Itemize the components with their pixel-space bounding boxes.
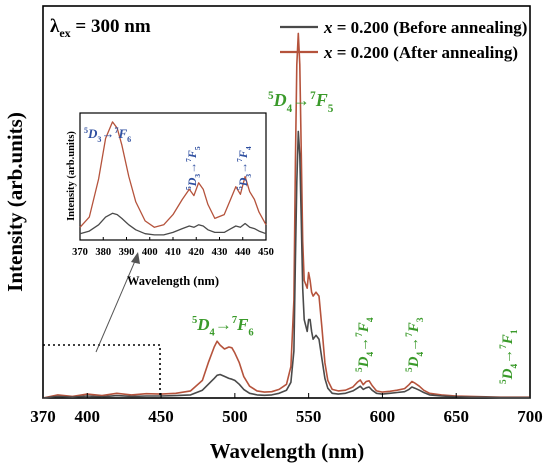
excitation-value: = 300 nm (71, 16, 151, 37)
inset-chart: 370 380 390 400 410 420 430 440 450 5D3→7F65D3→7… (66, 112, 274, 288)
legend-label-before: x = 0.200 (Before annealing) (323, 18, 527, 37)
inset-x-tick-label: 430 (212, 247, 228, 258)
transition-label-5d4-7f3: 5D4→7F3 (405, 317, 426, 372)
inset-x-ticks: 370 380 390 400 410 420 430 440 450 (72, 237, 274, 258)
legend: x = 0.200 (Before annealing) x = 0.200 (… (280, 18, 527, 62)
transition-label-5d4-7f4: 5D4→7F4 (355, 317, 376, 372)
inset-x-tick-label: 410 (165, 247, 181, 258)
main-x-tick-label: 550 (296, 407, 322, 426)
main-x-tick-label: 370 (30, 407, 56, 426)
inset-transition-label-5d3-7f6: 5D3→7F6 (84, 126, 131, 144)
x-axis-label: Wavelength (nm) (210, 439, 365, 463)
main-series-line-before (42, 130, 530, 399)
y-axis-label: Intensity (arb.units) (3, 112, 27, 292)
inset-x-tick-label: 400 (142, 247, 158, 258)
zoom-region-box (43, 344, 161, 398)
transition-label-5d4-7f1: 5D4→7F1 (499, 329, 520, 384)
main-x-tick-label: 400 (75, 407, 101, 426)
inset-x-tick-label: 440 (235, 247, 251, 258)
inset-x-tick-label: 420 (188, 247, 204, 258)
main-x-tick-label: 450 (148, 407, 174, 426)
inset-series-line-before (79, 212, 267, 236)
zoom-arrow (95, 253, 139, 353)
legend-rest-after: = 0.200 (After annealing) (333, 43, 519, 62)
inset-x-tick-label: 380 (95, 247, 111, 258)
inset-transition-label-5d3-7f5: 5D3→7F5 (184, 146, 202, 190)
inset-series-group (79, 121, 267, 236)
legend-rest-before: = 0.200 (Before annealing) (333, 18, 528, 37)
main-x-tick-label: 700 (517, 407, 543, 426)
inset-x-tick-label: 450 (258, 247, 274, 258)
inset-series-line-after (79, 121, 267, 228)
main-series-group (42, 32, 530, 399)
excitation-subscript: ex (59, 26, 70, 40)
transition-label-5d4-7f6: 5D4→7F6 (192, 315, 254, 338)
main-transition-labels: 5D4→7F5 5D4→7F6 5D4→7F4 5D4→7F3 5D4→7F1 (192, 90, 520, 384)
inset-x-axis-label: Wavelength (nm) (127, 274, 219, 288)
inset-x-tick-label: 390 (119, 247, 135, 258)
inset-transition-labels: 5D3→7F6 5D3→7F5 5D3→7F4 (84, 126, 253, 190)
inset-y-axis-label: Intensity (arb.units) (66, 131, 77, 221)
main-x-tick-label: 600 (370, 407, 396, 426)
transition-label-5d4-7f5: 5D4→7F5 (268, 90, 334, 115)
inset-transition-label-5d3-7f4: 5D3→7F4 (235, 146, 253, 190)
main-x-tick-label: 650 (443, 407, 469, 426)
legend-var-before: x (323, 18, 333, 37)
inset-x-tick-label: 370 (72, 247, 88, 258)
zoom-arrow-head (131, 252, 140, 264)
main-series-line-after (42, 32, 530, 399)
excitation-symbol: λ (50, 16, 60, 37)
legend-label-after: x = 0.200 (After annealing) (323, 43, 518, 62)
legend-var-after: x (323, 43, 333, 62)
main-plot-frame (42, 5, 531, 399)
excitation-label: λex = 300 nm (50, 16, 151, 40)
main-x-ticks: 370 400 450 500 550 600 650 700 (30, 393, 543, 426)
main-x-tick-label: 500 (222, 407, 248, 426)
